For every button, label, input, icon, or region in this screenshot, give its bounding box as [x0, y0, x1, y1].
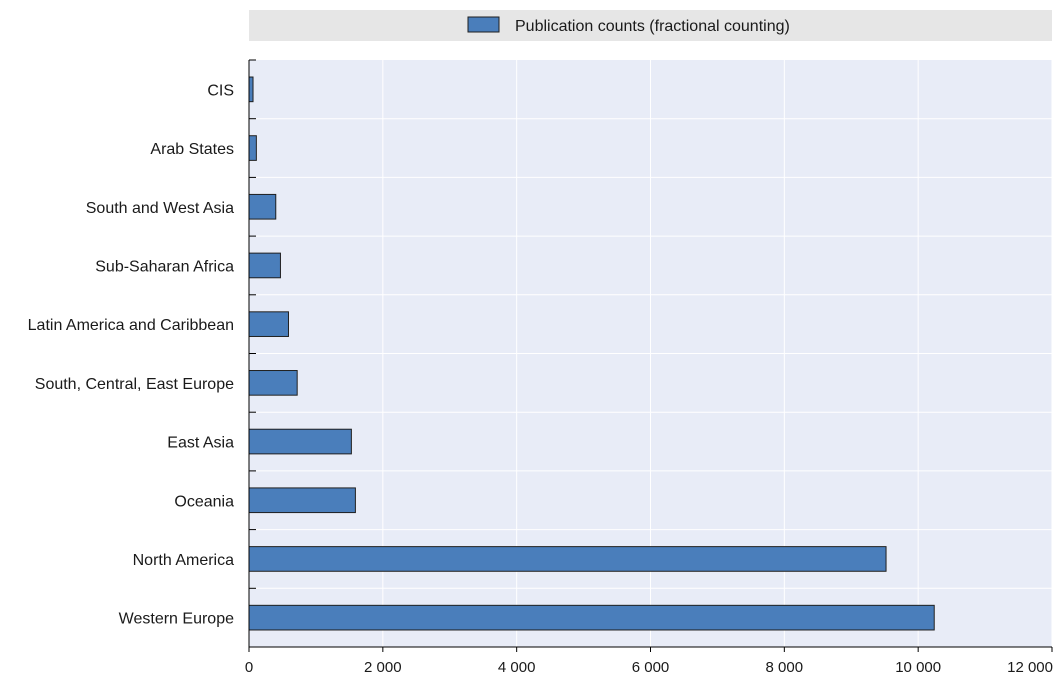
- x-tick-label: 2 000: [364, 659, 402, 676]
- bar-sub-saharan-africa: [248, 252, 281, 279]
- axes: [248, 59, 1053, 652]
- category-label: Latin America and Caribbean: [28, 317, 234, 334]
- bar-east-asia: [248, 428, 352, 455]
- x-tick-label: 12 000: [1007, 659, 1053, 676]
- legend-swatch: [467, 16, 500, 33]
- category-label: South, Central, East Europe: [35, 376, 234, 393]
- gridlines: [249, 60, 1053, 647]
- bar-south-central-east-europe: [248, 370, 298, 396]
- x-tick-label: 6 000: [632, 659, 670, 676]
- legend-label: Publication counts (fractional counting): [515, 18, 790, 35]
- bar-cis: [248, 76, 254, 103]
- bar-oceania: [248, 487, 356, 514]
- category-label: South and West Asia: [86, 200, 234, 217]
- bar-north-america: [248, 546, 887, 572]
- bars: [248, 76, 935, 631]
- category-label: North America: [133, 552, 234, 569]
- category-label: Western Europe: [119, 611, 234, 628]
- legend: Publication counts (fractional counting): [249, 10, 1052, 41]
- category-label: CIS: [207, 82, 234, 99]
- bar-south-and-west-asia: [248, 193, 277, 220]
- category-label: Oceania: [174, 493, 234, 510]
- x-tick-label: 0: [245, 659, 253, 676]
- x-tick-label: 8 000: [766, 659, 804, 676]
- bar-latin-america-and-caribbean: [248, 311, 289, 337]
- category-labels: CIS Arab States South and West Asia Sub-Sah…: [28, 82, 234, 627]
- x-tick-label: 4 000: [498, 659, 536, 676]
- category-label: Sub-Saharan Africa: [95, 258, 234, 275]
- x-tick-label: 10 000: [895, 659, 941, 676]
- category-label: Arab States: [150, 141, 234, 158]
- category-label: East Asia: [167, 435, 234, 452]
- x-tick-labels: 0 2 000 4 000 6 000 8 000 10 000 12 000: [245, 659, 1053, 676]
- bar-western-europe: [248, 604, 935, 631]
- bar-arab-states: [248, 135, 257, 161]
- legend-background: [249, 10, 1052, 41]
